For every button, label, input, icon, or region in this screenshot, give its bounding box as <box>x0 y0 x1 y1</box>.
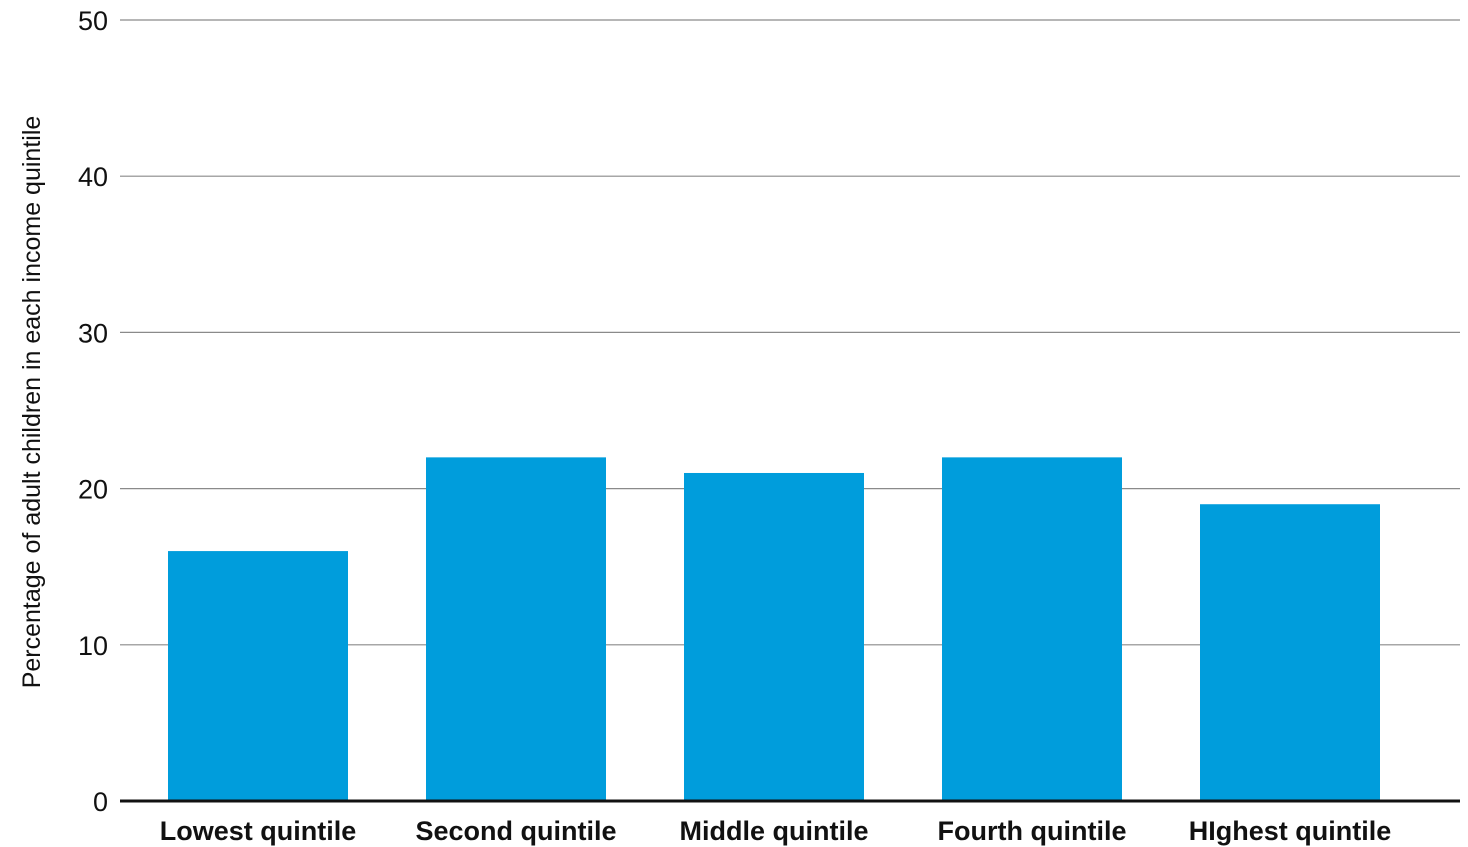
y-tick-label: 0 <box>93 787 108 817</box>
bar-3 <box>684 472 864 801</box>
y-tick-label: 30 <box>78 318 108 348</box>
bars <box>168 457 1380 801</box>
y-axis-title: Percentage of adult children in each inc… <box>18 116 46 689</box>
y-tick-label: 20 <box>78 475 108 505</box>
bar-2 <box>426 457 606 801</box>
y-tick-label: 40 <box>78 162 108 192</box>
y-tick-label: 10 <box>78 631 108 661</box>
x-category-labels: Lowest quintile Second quintile Middle qui… <box>160 816 1392 846</box>
x-category-label: Middle quintile <box>680 816 869 846</box>
x-category-label: Fourth quintile <box>938 816 1127 846</box>
bar-5 <box>1200 504 1380 801</box>
x-category-label: HIghest quintile <box>1189 816 1392 846</box>
x-category-label: Lowest quintile <box>160 816 357 846</box>
x-category-label: Second quintile <box>415 816 616 846</box>
bar-4 <box>942 457 1122 801</box>
y-tick-labels: 0 10 20 30 40 50 <box>78 6 108 817</box>
bar-1 <box>168 551 348 801</box>
y-tick-label: 50 <box>78 6 108 36</box>
